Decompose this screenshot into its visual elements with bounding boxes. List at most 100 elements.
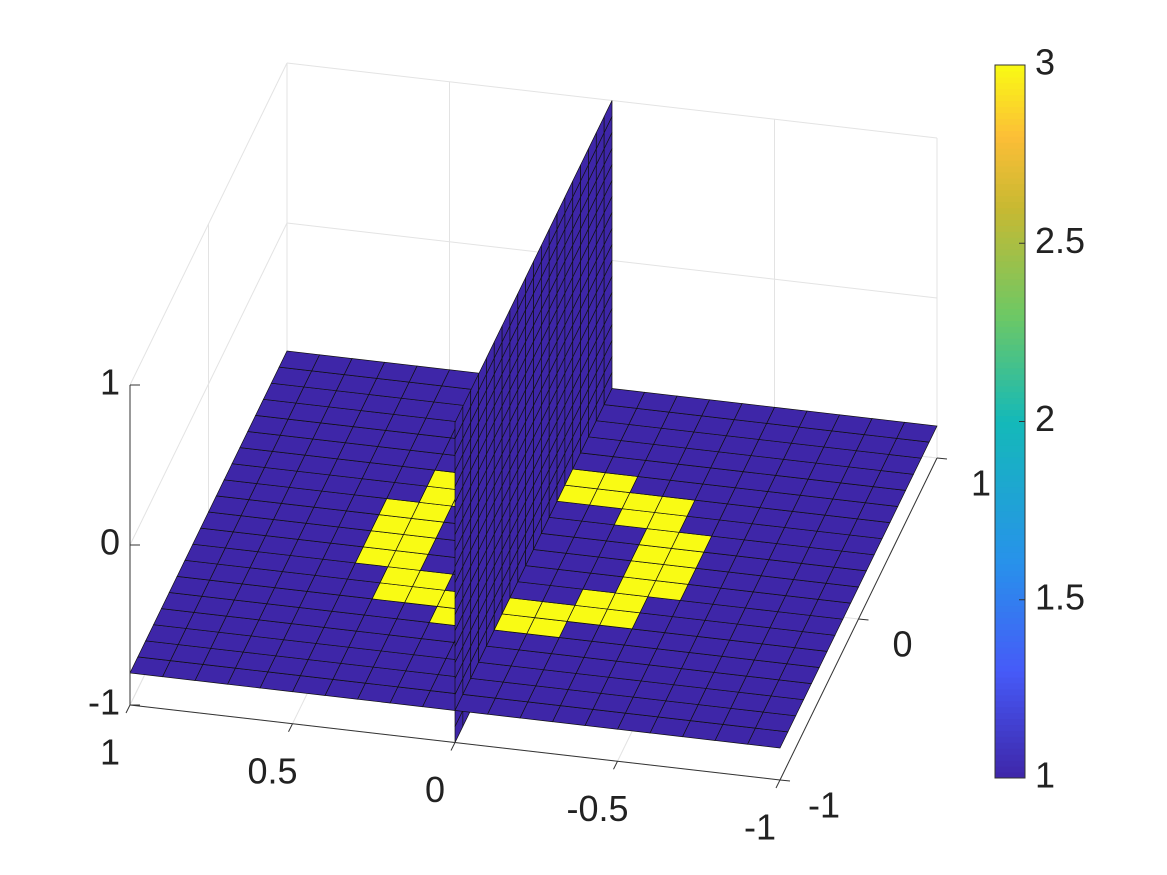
colorbar-swatch [995,730,1025,737]
colorbar-swatch [995,368,1025,375]
colorbar-swatch [995,534,1025,541]
colorbar-swatch [995,445,1025,452]
colorbar-swatch [995,219,1025,226]
colorbar-swatch [995,718,1025,726]
colorbar-swatch [995,433,1025,440]
colorbar-tick-label: 3 [1035,42,1055,83]
colorbar-swatch [995,665,1025,672]
colorbar-tick-label: 1 [1035,755,1055,796]
colorbar-swatch [995,570,1025,577]
colorbar-swatch [995,82,1025,90]
colorbar-swatch [995,171,1025,179]
colorbar-tick-label: 2 [1035,398,1055,439]
colorbar-swatch [995,320,1025,327]
colorbar-swatch [995,362,1025,369]
colorbar-swatch [995,688,1025,696]
colorbar-swatch [995,421,1025,428]
colorbar-swatch [995,302,1025,310]
grid-line [129,62,288,386]
colorbar-swatch [995,183,1025,191]
colorbar-swatch [995,480,1025,488]
colorbar-swatch [995,130,1025,137]
grid-line [129,222,288,546]
colorbar-swatch [995,629,1025,636]
colorbar-swatch [995,653,1025,660]
colorbar-swatch [995,261,1025,268]
colorbar-swatch [995,231,1025,238]
colorbar-swatch [995,469,1025,476]
y-tick-label: -1 [808,785,840,826]
colorbar-swatch [995,439,1025,446]
colorbar-swatch [995,522,1025,529]
colorbar-swatch [995,474,1025,482]
colorbar-swatch [995,605,1025,613]
x-tick-label: -1 [744,807,776,848]
colorbar-swatch [995,724,1025,731]
colorbar-swatch [995,671,1025,678]
colorbar-swatch [995,76,1025,84]
colorbar-swatch [995,647,1025,654]
colorbar-swatch [995,409,1025,417]
colorbar-swatch [995,189,1025,197]
x-tick [288,723,293,732]
colorbar-swatch [995,148,1025,155]
cell [603,388,646,409]
y-tick [858,618,869,621]
colorbar-swatch [995,100,1025,108]
colorbar-swatch [995,290,1025,298]
colorbar-swatch [995,124,1025,131]
colorbar-swatch [995,379,1025,387]
cell [278,350,321,372]
y-tick-label: 0 [892,624,912,665]
colorbar-swatch [995,136,1025,143]
colorbar-swatch [995,397,1025,405]
z-tick-label: -1 [88,682,120,723]
colorbar-swatch [995,284,1025,292]
colorbar-swatch [995,338,1025,345]
colorbar-swatch [995,344,1025,351]
colorbar-swatch [995,314,1025,321]
colorbar-swatch [995,350,1025,357]
colorbar-swatch [995,676,1025,684]
colorbar-swatch [995,154,1025,161]
colorbar-swatch [995,308,1025,316]
colorbar-swatch [995,581,1025,589]
colorbar-swatch [995,237,1025,244]
colorbar-swatch [995,641,1025,648]
colorbar-swatch [995,492,1025,500]
colorbar-swatch [995,166,1025,173]
x-tick-label: 1 [100,732,120,773]
colorbar-swatch [995,754,1025,761]
colorbar-tick-label: 2.5 [1035,220,1085,261]
colorbar-swatch [995,552,1025,559]
colorbar-swatch [995,106,1025,114]
colorbar-swatch [995,694,1025,702]
colorbar-swatch [995,712,1025,720]
colorbar-swatch [995,427,1025,434]
colorbar-swatch [995,451,1025,458]
colorbar-swatch [995,617,1025,625]
colorbar-swatch [995,415,1025,422]
colorbar-swatch [995,373,1025,381]
colorbar-swatch [995,504,1025,512]
colorbar-swatch [995,766,1025,773]
colorbar-swatch [995,243,1025,250]
colorbar-swatch [995,659,1025,666]
colorbar-swatch [995,546,1025,553]
colorbar-swatch [995,463,1025,470]
colorbar-swatch [995,201,1025,209]
x-tick [125,704,131,714]
colorbar-swatch [995,385,1025,393]
colorbar-swatch [995,599,1025,607]
colorbar-swatch [995,403,1025,411]
colorbar-swatch [995,772,1025,779]
colorbar-swatch [995,635,1025,642]
z-tick-label: 1 [100,362,120,403]
colorbar-swatch [995,540,1025,547]
colorbar-swatch [995,267,1025,274]
colorbar-swatch [995,278,1025,286]
colorbar-swatch [995,516,1025,524]
colorbar-swatch [995,682,1025,690]
